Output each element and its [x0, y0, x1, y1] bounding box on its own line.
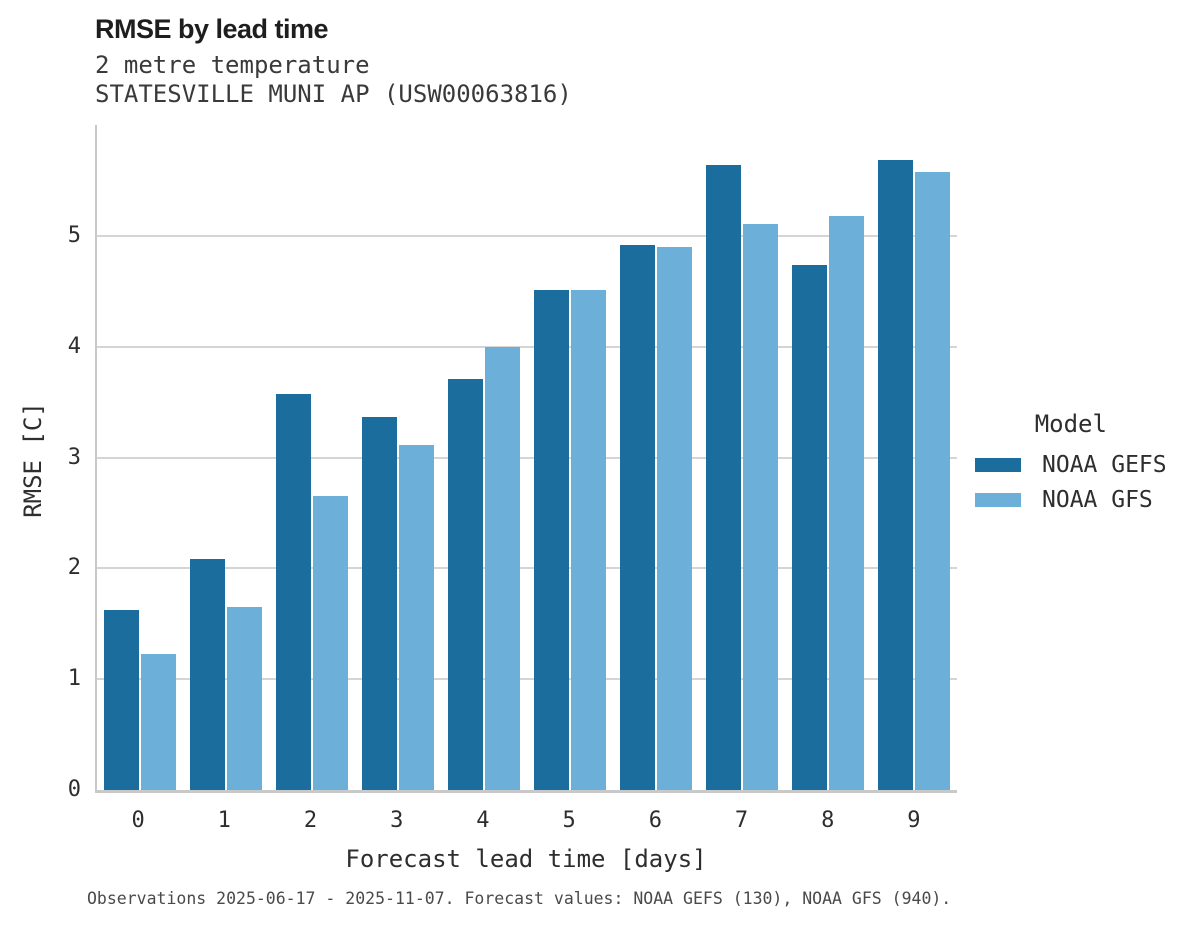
x-axis-title: Forecast lead time [days] — [345, 845, 707, 873]
bar-noaa-gefs-day-2 — [276, 394, 311, 790]
bar-group-day-2 — [269, 125, 355, 790]
bar-noaa-gfs-day-7 — [743, 223, 778, 790]
x-tick-label-7: 7 — [734, 808, 749, 833]
bar-noaa-gfs-day-2 — [313, 496, 348, 790]
bar-series-layer — [97, 125, 957, 790]
x-tick-label-9: 9 — [907, 808, 921, 833]
x-tick-label-8: 8 — [821, 808, 835, 833]
y-tick-label-5: 5 — [67, 222, 81, 248]
bar-noaa-gefs-day-0 — [104, 610, 139, 790]
bar-group-day-8 — [785, 125, 871, 790]
bar-group-day-9 — [871, 125, 957, 790]
legend-label-noaa-gefs: NOAA GEFS — [1042, 451, 1167, 478]
bar-group-day-0 — [97, 125, 183, 790]
gridline-y-5 — [97, 234, 957, 237]
gridline-y-1 — [97, 678, 957, 681]
gridline-y-4 — [97, 345, 957, 348]
bar-noaa-gefs-day-5 — [534, 290, 569, 790]
x-tick-label-3: 3 — [390, 808, 404, 833]
x-tick-label-5: 5 — [562, 808, 576, 833]
chart-title: RMSE by lead time — [95, 14, 329, 44]
y-tick-label-1: 1 — [67, 666, 81, 692]
bar-group-day-3 — [355, 125, 441, 790]
legend-label-noaa-gfs: NOAA GFS — [1042, 486, 1153, 513]
x-tick-label-1: 1 — [217, 808, 231, 833]
x-tick-labels: 0 1 2 3 4 5 6 7 8 9 — [95, 808, 957, 833]
bar-group-day-7 — [699, 125, 785, 790]
legend-entries: NOAA GEFS NOAA GFS — [975, 447, 1167, 517]
bar-noaa-gefs-day-6 — [620, 244, 655, 790]
plot-area: 0 1 2 3 4 5 — [68, 125, 957, 801]
x-tick-label-4: 4 — [476, 808, 490, 833]
bar-noaa-gfs-day-5 — [571, 290, 606, 790]
y-tick-label-2: 2 — [67, 555, 81, 581]
y-tick-label-4: 4 — [67, 333, 81, 359]
legend-swatch-noaa-gfs — [975, 492, 1021, 507]
bar-group-day-1 — [183, 125, 269, 790]
bar-noaa-gefs-day-3 — [362, 416, 397, 790]
bar-noaa-gefs-day-8 — [792, 264, 827, 790]
bar-noaa-gfs-day-3 — [399, 445, 434, 790]
bar-noaa-gfs-day-0 — [141, 653, 176, 790]
bar-noaa-gefs-day-7 — [706, 164, 741, 790]
legend-swatch-noaa-gefs — [975, 457, 1021, 472]
bar-group-day-6 — [613, 125, 699, 790]
chart-subtitle-station: STATESVILLE MUNI AP (USW00063816) — [95, 80, 572, 108]
bar-noaa-gefs-day-4 — [448, 378, 483, 790]
bar-noaa-gfs-day-4 — [485, 346, 520, 790]
y-tick-label-0: 0 — [67, 777, 81, 802]
y-axis-title: RMSE [C] — [19, 402, 47, 518]
gridline-y-3 — [97, 456, 957, 459]
legend-title: Model — [1034, 410, 1107, 438]
legend: Model NOAA GEFS NOAA GFS — [975, 410, 1167, 517]
footer-caption: Observations 2025-06-17 - 2025-11-07. Fo… — [87, 889, 952, 908]
gridline-y-2 — [97, 567, 957, 570]
legend-row-noaa-gfs: NOAA GFS — [975, 482, 1167, 517]
bar-noaa-gefs-day-9 — [878, 160, 913, 790]
legend-row-noaa-gefs: NOAA GEFS — [975, 447, 1167, 482]
bar-noaa-gfs-day-1 — [227, 607, 262, 790]
bar-noaa-gfs-day-8 — [829, 215, 864, 790]
bar-group-day-4 — [441, 125, 527, 790]
bar-group-day-5 — [527, 125, 613, 790]
bar-noaa-gfs-day-6 — [657, 246, 692, 790]
x-tick-label-0: 0 — [131, 808, 145, 833]
x-tick-label-6: 6 — [648, 808, 662, 833]
y-tick-label-3: 3 — [67, 444, 81, 470]
x-tick-label-2: 2 — [303, 808, 318, 833]
bar-noaa-gfs-day-9 — [915, 171, 950, 790]
chart-subtitle-variable: 2 metre temperature — [95, 51, 370, 79]
bar-noaa-gefs-day-1 — [190, 559, 225, 790]
